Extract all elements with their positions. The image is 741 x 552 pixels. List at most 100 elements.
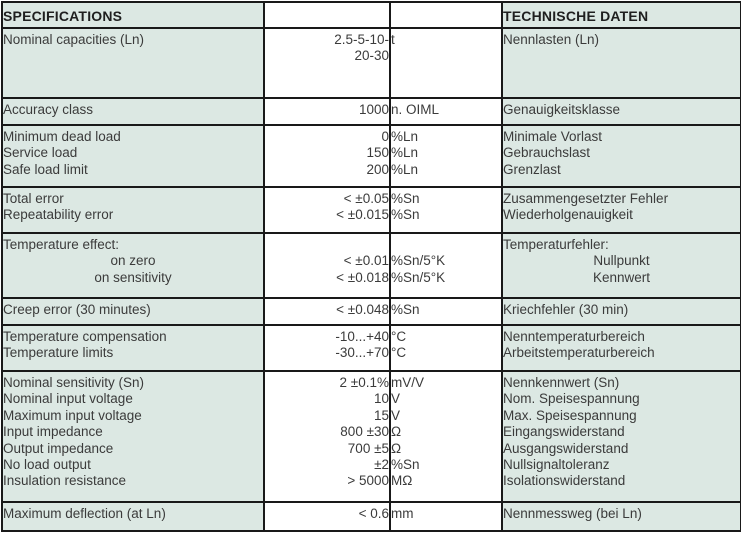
label-en-cell: Accuracy class [1,97,265,126]
header-label-de-cell: TECHNISCHE DATEN [501,1,741,29]
text-line: -30...+70 [335,345,389,361]
label-de-cell: Minimale Vorlast Gebrauchslast Grenzlast [501,124,741,188]
text-line: Temperature compensation [3,329,167,344]
text-line: %Sn/5°K [391,253,446,269]
value-cell: < 0.6 [263,501,391,532]
text-line [392,237,500,253]
text-line: Ω [391,424,402,440]
header-unit-cell [389,1,503,29]
text-line: < ±0.015 [336,207,389,223]
text-line: on zero [110,253,156,269]
label-en-cell: Minimum dead load Service load Safe load l… [1,124,265,188]
text-line: < ±0.048 [336,302,389,317]
text-line: < ±0.018 [336,269,389,285]
text-line [266,237,388,253]
header-title-en: SPECIFICATIONS [3,8,123,24]
text-line: Genauigkeitsklasse [503,102,621,117]
text-line: mV/V [391,375,425,390]
text-line: Accuracy class [3,102,94,117]
text-line: Safe load limit [3,161,88,177]
text-line: < ±0.01 [343,253,389,269]
text-line: Minimale Vorlast [503,129,603,144]
text-line: Nenntemperaturbereich [503,329,645,344]
text-line: Kriechfehler (30 min) [503,302,629,317]
text-line: t [391,32,395,47]
spec-row: Accuracy class 1000 n. OIML Genauigkeitskla… [1,97,741,126]
text-line: Maximum input voltage [3,407,142,423]
unit-cell: mV/V V V Ω Ω %Sn MΩ [389,370,503,503]
value-cell: < ±0.01 < ±0.018 [263,232,391,299]
label-de-cell: Zusammengesetzter Fehler Wiederholgenauig… [501,186,741,234]
text-line: Temperaturfehler: [503,237,609,252]
text-line: Eingangswiderstand [503,424,625,440]
text-line: V [391,407,401,423]
unit-cell: %Ln %Ln %Ln [389,124,503,188]
label-de-cell: Nennmessweg (bei Ln) [501,501,741,532]
table-header-row: SPECIFICATIONS TECHNISCHE DATEN [1,1,741,29]
text-line: n. OIML [391,102,440,117]
text-line: Service load [3,145,78,161]
label-de-cell: Temperaturfehler: Nullpunkt Kennwert [501,232,741,299]
text-line: %Sn [391,191,420,206]
text-line: Insulation resistance [3,473,127,489]
text-line: Creep error (30 minutes) [3,302,151,317]
text-line: < ±0.05 [343,191,389,206]
label-en-cell: Temperature compensation Temperature limi… [1,324,265,372]
text-line: Repeatability error [3,207,114,223]
text-line: Temperature limits [3,345,114,361]
text-line: Arbeitstemperaturbereich [503,345,655,361]
unit-cell: %Sn %Sn [389,186,503,234]
text-line: on sensitivity [94,269,172,285]
label-de-cell: Kriechfehler (30 min) [501,297,741,326]
text-line: Nominal capacities (Ln) [3,32,145,47]
text-line: No load output [3,456,91,472]
value-cell: 0 150 200 [263,124,391,188]
text-line: Isolationswiderstand [503,473,626,489]
text-line: -10...+40 [335,329,389,344]
text-line: °C [391,345,407,361]
text-line: %Ln [391,161,419,177]
unit-cell: mm [389,501,503,532]
label-en-cell: Temperature effect: on zero on sensitivity [1,232,265,299]
text-line: %Sn/5°K [391,269,446,285]
text-line: %Sn [391,302,420,317]
label-en-cell: Nominal capacities (Ln) [1,27,265,99]
label-en-cell: Creep error (30 minutes) [1,297,265,326]
text-line: Kennwert [592,269,651,285]
spec-row: Maximum deflection (at Ln) < 0.6 mm Nennmes… [1,501,741,532]
text-line: ±2 [374,456,389,472]
text-line: Temperature effect: [3,237,120,252]
label-en-cell: Total error Repeatability error [1,186,265,234]
text-line: Max. Speisespannung [503,407,637,423]
unit-cell: °C °C [389,324,503,372]
text-line: Ω [391,440,402,456]
text-line: 15 [373,407,389,423]
text-line: Nennkennwert (Sn) [503,375,620,390]
label-en-cell: Maximum deflection (at Ln) [1,501,265,532]
label-de-cell: Nennlasten (Ln) [501,27,741,99]
text-line: mm [391,506,414,521]
text-line: Nominal sensitivity (Sn) [3,375,145,390]
header-label-en-cell: SPECIFICATIONS [1,1,265,29]
header-title-de: TECHNISCHE DATEN [503,8,649,24]
text-line: 2.5-5-10- [334,32,389,47]
text-line: %Ln [391,145,419,161]
label-de-cell: Genauigkeitsklasse [501,97,741,126]
text-line: 0 [381,129,389,144]
text-line: Zusammengesetzter Fehler [503,191,669,206]
text-line: Nullpunkt [593,253,650,269]
spec-row: Minimum dead load Service load Safe load l… [1,124,741,188]
text-line: V [391,391,401,407]
text-line: %Ln [391,129,419,144]
value-cell: 2.5-5-10- 20-30 [263,27,391,99]
text-line: 2 ±0.1% [339,375,389,390]
unit-cell: %Sn/5°K %Sn/5°K [389,232,503,299]
text-line: > 5000 [347,473,389,489]
text-line [4,48,262,64]
text-line: Gebrauchslast [503,145,591,161]
label-de-cell: Nennkennwert (Sn) Nom. Speisespannung Max.… [501,370,741,503]
text-line: Nullsignaltoleranz [503,456,610,472]
text-line: MΩ [391,473,413,489]
label-en-cell: Nominal sensitivity (Sn) Nominal input vo… [1,370,265,503]
